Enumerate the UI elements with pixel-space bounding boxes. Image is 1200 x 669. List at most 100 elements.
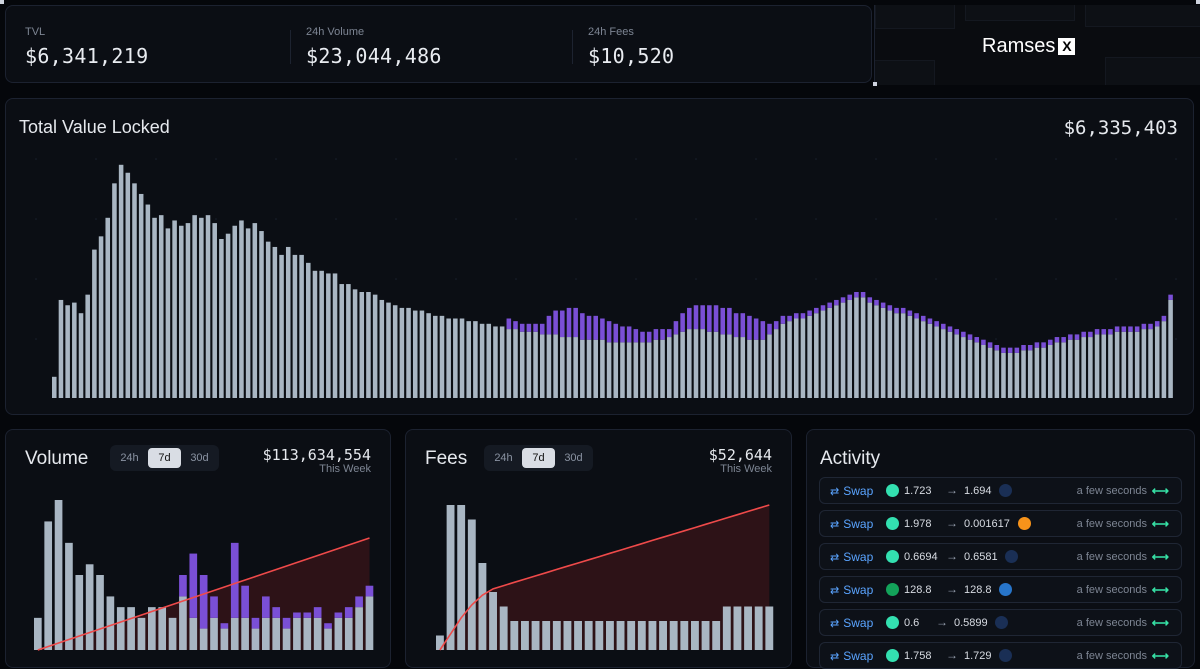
swap-type[interactable]: ⇄ Swap: [830, 484, 873, 498]
tvl-bar-overlay: [1128, 326, 1133, 332]
swap-type[interactable]: ⇄ Swap: [830, 550, 873, 564]
tvl-bar: [533, 331, 538, 398]
tvl-bar: [1014, 352, 1020, 398]
tvl-bar: [392, 305, 398, 398]
bar-overlay: [282, 617, 291, 629]
fees-card: Fees 24h 7d 30d $52,644 This Week: [405, 429, 792, 668]
bar: [365, 596, 374, 650]
tvl-bar: [934, 326, 939, 398]
volume-chart: [34, 500, 374, 651]
tvl-bar: [399, 307, 405, 398]
tvl-bar: [526, 331, 532, 398]
bar: [627, 621, 636, 650]
grid-dot: [755, 218, 757, 220]
bar: [542, 621, 551, 650]
tvl-bar: [920, 321, 926, 398]
activity-row[interactable]: ⇄ Swap 1.758 → 1.729 a few seconds ⟷: [819, 642, 1182, 669]
tvl-bar: [1094, 334, 1100, 398]
brand-banner[interactable]: Ramses X: [874, 5, 1200, 85]
swap-type[interactable]: ⇄ Swap: [830, 583, 873, 597]
tvl-bar: [92, 249, 97, 398]
tvl-bar: [1148, 329, 1153, 398]
swap-type[interactable]: ⇄ Swap: [830, 616, 873, 630]
volume-title: Volume: [25, 448, 89, 469]
swap-icon: ⇄: [830, 618, 840, 630]
tvl-bar: [152, 217, 157, 398]
tvl-bar-overlay: [1148, 323, 1153, 330]
tvl-bar-overlay: [733, 313, 739, 338]
grid-dot: [935, 278, 937, 280]
swap-type[interactable]: ⇄ Swap: [830, 649, 873, 663]
explorer-icon[interactable]: ⟷: [1151, 517, 1169, 531]
bar: [531, 621, 540, 650]
explorer-icon[interactable]: ⟷: [1151, 649, 1169, 663]
grid-dot: [515, 278, 517, 280]
activity-row[interactable]: ⇄ Swap 1.978 → 0.001617 a few seconds ⟷: [819, 510, 1182, 537]
explorer-icon[interactable]: ⟷: [1151, 616, 1169, 630]
tvl-bar: [58, 299, 64, 398]
tvl-bar: [593, 339, 598, 398]
tvl-bar: [252, 223, 258, 398]
activity-row[interactable]: ⇄ Swap 128.8 → 128.8 a few seconds ⟷: [819, 576, 1182, 603]
bar: [230, 617, 239, 650]
brand-name: Ramses: [982, 35, 1056, 57]
bar-overlay: [251, 617, 260, 629]
grid-dot: [695, 278, 697, 280]
tvl-bar-overlay: [1074, 334, 1080, 340]
bar: [220, 628, 229, 650]
grid-dot: [515, 158, 517, 160]
tvl-bar-overlay: [586, 315, 592, 340]
tab-7d[interactable]: 7d: [148, 448, 181, 468]
grid-dot: [1055, 278, 1057, 280]
bar: [478, 563, 487, 650]
tab-24h[interactable]: 24h: [120, 452, 139, 464]
tvl-bar-overlay: [967, 334, 973, 340]
grid-dot: [35, 338, 37, 340]
tvl-bar: [747, 339, 752, 398]
bg-tile: [1105, 57, 1200, 85]
explorer-icon[interactable]: ⟷: [1151, 583, 1169, 597]
amount-out: 1.694: [964, 485, 992, 497]
grid-dot: [755, 158, 757, 160]
activity-row[interactable]: ⇄ Swap 0.6 → 0.5899 a few seconds ⟷: [819, 609, 1182, 636]
fees-value: $10,520: [588, 44, 675, 68]
dark-token-icon: [995, 616, 1009, 629]
grid-dot: [395, 218, 397, 220]
ramses-logo: Ramses X: [982, 35, 1076, 58]
tvl-bar: [773, 329, 779, 398]
tvl-bar: [693, 329, 699, 398]
tab-24h[interactable]: 24h: [494, 452, 513, 464]
amount-out: 1.729: [964, 650, 992, 662]
grid-dot: [35, 218, 37, 220]
tvl-bar: [192, 215, 197, 398]
arrow-right-icon: →: [936, 615, 948, 629]
tvl-bar: [72, 302, 77, 398]
bar: [701, 621, 710, 650]
activity-row[interactable]: ⇄ Swap 0.6694 → 0.6581 a few seconds ⟷: [819, 543, 1182, 570]
tvl-bar-overlay: [666, 329, 672, 338]
grid-dot: [935, 158, 937, 160]
tab-30d[interactable]: 30d: [190, 452, 209, 464]
tvl-bar-overlay: [700, 305, 705, 330]
explorer-icon[interactable]: ⟷: [1151, 484, 1169, 498]
divider: [290, 30, 291, 64]
grid-dot: [395, 158, 397, 160]
tvl-bar: [660, 339, 665, 398]
grid-dot: [35, 278, 37, 280]
grid-dot: [1055, 218, 1057, 220]
tvl-bar-overlay: [1108, 329, 1113, 335]
swap-type[interactable]: ⇄ Swap: [830, 517, 873, 531]
fees-title: Fees: [425, 448, 468, 469]
grid-dot: [575, 278, 577, 280]
activity-row[interactable]: ⇄ Swap 1.723 → 1.694 a few seconds ⟷: [819, 477, 1182, 504]
bar-overlay: [303, 612, 312, 618]
grid-dot: [95, 158, 97, 160]
tvl-bar: [1034, 347, 1040, 398]
tab-30d[interactable]: 30d: [564, 452, 583, 464]
tab-7d[interactable]: 7d: [522, 448, 555, 468]
bar-overlay: [272, 607, 281, 618]
explorer-icon[interactable]: ⟷: [1151, 550, 1169, 564]
grid-dot: [1115, 158, 1117, 160]
tvl-bar: [787, 321, 792, 398]
tvl-bar: [205, 215, 211, 398]
